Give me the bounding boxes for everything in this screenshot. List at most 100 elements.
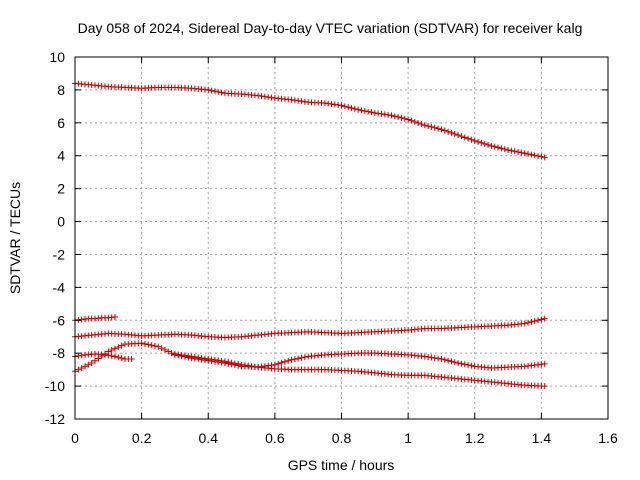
data-point-sat-e — [445, 357, 452, 364]
y-tick-label: 10 — [49, 49, 65, 65]
data-point-sat-e — [81, 363, 88, 370]
data-point-sat-a — [355, 106, 362, 113]
data-point-sat-c — [525, 319, 532, 326]
data-point-sat-a — [208, 87, 215, 94]
data-point-sat-e — [141, 340, 148, 347]
data-point-sat-a — [531, 152, 538, 159]
data-point-sat-e — [288, 356, 295, 363]
data-point-sat-c — [521, 320, 528, 327]
data-point-sat-e — [108, 347, 115, 354]
x-tick-label: 0.8 — [332, 430, 352, 446]
data-point-sat-a — [405, 116, 412, 123]
x-tick-label: 0 — [71, 430, 79, 446]
data-point-sat-e — [451, 359, 458, 366]
data-point-sat-a — [468, 136, 475, 143]
data-point-sat-a — [398, 114, 405, 121]
y-tick-label: -6 — [53, 312, 66, 328]
data-point-sat-d — [75, 352, 82, 359]
data-point-sat-e — [458, 360, 465, 367]
data-point-sat-a — [541, 154, 548, 161]
data-point-sat-e — [275, 360, 282, 367]
x-tick-label: 0.6 — [265, 430, 285, 446]
data-point-sat-c — [541, 315, 548, 322]
x-axis-label: GPS time / hours — [288, 457, 395, 473]
data-point-sat-a — [395, 114, 402, 121]
data-point-sat-a — [475, 138, 482, 145]
x-tick-label: 1.6 — [598, 430, 618, 446]
data-point-sat-e — [111, 345, 118, 352]
data-point-sat-e — [105, 348, 112, 355]
data-point-sat-a — [401, 115, 408, 122]
data-point-sat-e — [301, 354, 308, 361]
data-point-sat-a — [205, 86, 212, 93]
data-point-sat-a — [518, 149, 525, 156]
data-point-sat-a — [458, 133, 465, 140]
data-point-sat-a — [368, 109, 375, 116]
chart-title: Day 058 of 2024, Sidereal Day-to-day VTE… — [78, 20, 583, 36]
data-point-sat-a — [491, 143, 498, 150]
data-point-sat-c — [535, 317, 542, 324]
data-point-sat-d — [128, 355, 135, 362]
y-tick-label: -12 — [45, 411, 65, 427]
data-point-sat-a — [365, 108, 372, 115]
y-tick-label: 2 — [57, 181, 65, 197]
data-point-sat-a — [415, 119, 422, 126]
data-point-sat-a — [498, 145, 505, 152]
data-point-sat-a — [351, 105, 358, 112]
data-points — [72, 80, 548, 390]
x-tick-labels: 0 0.2 0.4 0.6 0.8 1 1.2 1.4 1.6 — [71, 430, 618, 446]
data-point-sat-f — [228, 359, 235, 366]
x-tick-label: 0.2 — [132, 430, 152, 446]
data-point-sat-c — [531, 318, 538, 325]
data-point-sat-e — [138, 340, 145, 347]
data-point-sat-a — [445, 128, 452, 135]
data-point-sat-a — [428, 123, 435, 130]
data-point-sat-a — [431, 124, 438, 131]
x-tick-label: 1 — [404, 430, 412, 446]
data-point-sat-e — [78, 364, 85, 371]
data-point-sat-e — [101, 350, 108, 357]
y-tick-label: 6 — [57, 115, 65, 131]
data-point-sat-e — [118, 342, 125, 349]
data-point-sat-a — [521, 150, 528, 157]
data-point-sat-a — [361, 107, 368, 114]
data-point-sat-e — [285, 357, 292, 364]
data-point-sat-a — [535, 153, 542, 160]
y-tick-label: -2 — [53, 246, 66, 262]
y-tick-label: -4 — [53, 279, 66, 295]
data-point-sat-a — [528, 151, 535, 158]
data-point-sat-d — [111, 353, 118, 360]
data-point-sat-e — [115, 344, 122, 351]
x-tick-label: 0.4 — [199, 430, 219, 446]
data-point-sat-e — [75, 366, 82, 373]
data-point-sat-e — [541, 360, 548, 367]
data-point-sat-a — [471, 137, 478, 144]
data-point-sat-e — [295, 355, 302, 362]
x-tick-label: 1.4 — [532, 430, 552, 446]
y-axis-label: SDTVAR / TECUs — [7, 182, 23, 294]
data-point-sat-e — [278, 359, 285, 366]
data-point-sat-a — [218, 89, 225, 96]
data-point-sat-b — [111, 313, 118, 320]
data-point-sat-a — [451, 131, 458, 138]
data-point-sat-e — [468, 362, 475, 369]
data-point-sat-a — [338, 102, 345, 109]
data-point-sat-a — [485, 141, 492, 148]
data-point-sat-d — [78, 352, 85, 359]
data-point-sat-c — [538, 316, 545, 323]
data-point-sat-a — [505, 146, 512, 153]
data-point-sat-e — [88, 360, 95, 367]
data-point-sat-a — [515, 148, 522, 155]
data-point-sat-a — [345, 104, 352, 111]
grid-lines — [75, 57, 608, 419]
data-point-sat-a — [391, 113, 398, 120]
data-point-sat-d — [118, 355, 125, 362]
data-point-sat-e — [151, 342, 158, 349]
data-point-sat-d — [108, 352, 115, 359]
data-point-sat-e — [291, 356, 298, 363]
data-point-sat-a — [448, 129, 455, 136]
data-point-sat-a — [435, 125, 442, 132]
data-point-sat-a — [501, 146, 508, 153]
data-point-sat-e — [98, 353, 105, 360]
